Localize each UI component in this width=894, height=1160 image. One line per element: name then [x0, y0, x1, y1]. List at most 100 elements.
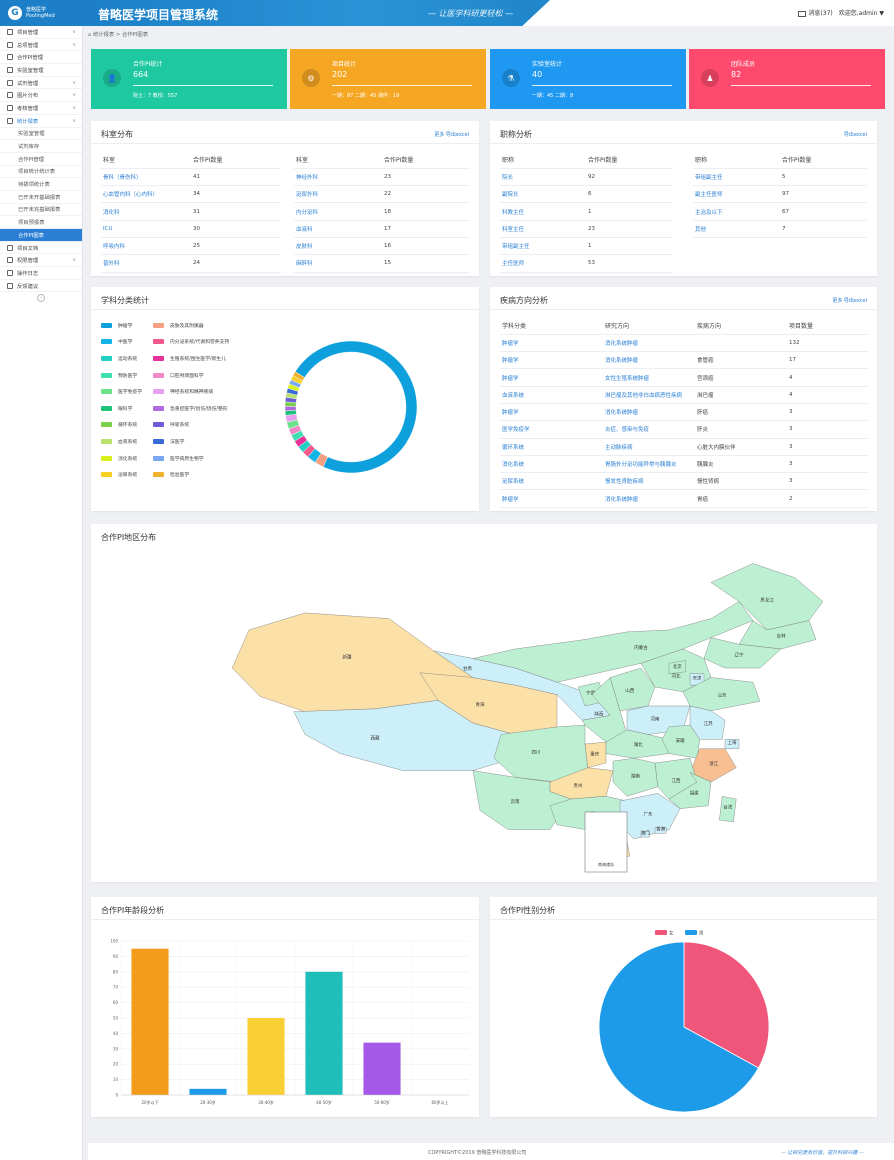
legend-item[interactable]: 肿瘤学	[101, 317, 161, 334]
disease-export-link[interactable]: 更多 导出excel	[832, 298, 867, 304]
legend-swatch[interactable]	[655, 930, 667, 935]
row-link[interactable]: 消化系统肿瘤	[603, 403, 696, 422]
row-link[interactable]: 主动脉疾病	[603, 438, 696, 456]
row-link[interactable]: 副主任医师	[693, 185, 780, 204]
row-link[interactable]: 循环系统	[500, 438, 604, 456]
bar[interactable]	[189, 1088, 227, 1095]
sidebar-subitem[interactable]: 试剂库存	[0, 140, 82, 153]
legend-item[interactable]: 预防医学	[101, 367, 161, 384]
row-link[interactable]: 泌尿外科	[294, 185, 382, 204]
row-link[interactable]: 院长	[500, 168, 586, 187]
province-shape[interactable]	[654, 827, 667, 834]
row-link[interactable]: 骨科（骨伤科）	[101, 168, 191, 187]
legend-item[interactable]: 眼科学	[101, 400, 161, 417]
row-link[interactable]: 医学免疫学	[500, 420, 604, 439]
row-link[interactable]: 麻醉科	[294, 254, 382, 273]
legend-item[interactable]: 皮肤及其附属器	[153, 317, 273, 334]
legend-item[interactable]: 中医学	[101, 334, 161, 351]
legend-item[interactable]: 消化系统	[101, 450, 161, 467]
row-link[interactable]: 消化系统	[500, 455, 604, 474]
row-link[interactable]: 消化系统肿瘤	[603, 334, 696, 353]
pie-slice[interactable]	[598, 941, 760, 1113]
province-shape[interactable]	[584, 741, 607, 769]
sidebar-item[interactable]: 试剂管理 ∨	[0, 77, 82, 90]
sidebar-item[interactable]: 操作日志	[0, 267, 82, 280]
legend-item[interactable]: 医学病原生物学	[153, 450, 273, 467]
row-link[interactable]: 科教主任	[500, 202, 586, 221]
row-link[interactable]: 主任医师	[500, 254, 586, 273]
title-export-link[interactable]: 导出excel	[843, 132, 867, 138]
legend-item[interactable]: 呼吸系统	[153, 417, 273, 434]
legend-item[interactable]: 内分泌系统/代谢和营养支持	[153, 334, 273, 351]
row-link[interactable]: 科室主任	[500, 220, 586, 238]
row-link[interactable]: 淋巴瘤及其他非白血病恶性疾病	[603, 386, 696, 404]
stat-card[interactable]: ⚙ 项目统计 202 一期：87 二期：45 课件：19	[290, 49, 486, 109]
province-shape[interactable]	[724, 739, 740, 749]
row-link[interactable]: 慢发性肾脏疾病	[603, 472, 696, 491]
breadcrumb[interactable]: ⌂ 统计报表 > 合作PI图表	[88, 32, 148, 38]
sidebar-subitem[interactable]: 项目预报表	[0, 216, 82, 229]
user-menu[interactable]: 欢迎您,admin ▼	[838, 10, 884, 17]
sidebar-subitem[interactable]: 待拨项统计表	[0, 178, 82, 191]
stat-card[interactable]: 👤 合作PI统计 664 院士：7 教授：557	[91, 49, 287, 109]
row-link[interactable]: 肿瘤学	[500, 334, 604, 353]
row-link[interactable]: 肿瘤学	[500, 403, 604, 422]
sidebar-collapse-button[interactable]: ‹	[0, 292, 82, 304]
row-link[interactable]: 带组副主任	[500, 237, 586, 256]
stat-card[interactable]: ♟ 团队成员 82	[689, 49, 885, 109]
bar[interactable]	[131, 948, 169, 1095]
row-link[interactable]: 心血管内科（心内科）	[101, 185, 191, 204]
row-link[interactable]: 消化系统肿瘤	[603, 351, 696, 370]
province-shape[interactable]	[719, 796, 737, 823]
sidebar-subitem[interactable]: 合作PI管理	[0, 153, 82, 166]
row-link[interactable]: 胃肠外分泌功能异常与胰腺炎	[603, 455, 696, 474]
province-shape[interactable]	[640, 831, 650, 838]
sidebar-item[interactable]: 考核管理 ∨	[0, 102, 82, 115]
bar[interactable]	[363, 1042, 401, 1095]
sidebar-item[interactable]: 统计报表 ∨	[0, 115, 82, 128]
legend-item[interactable]: 医学免疫学	[101, 383, 161, 400]
donut-slice[interactable]	[292, 371, 305, 382]
sidebar-item[interactable]: 项目管理 ∨	[0, 26, 82, 39]
messages-link[interactable]: 消息(37)	[798, 8, 833, 17]
donut-slice[interactable]	[294, 340, 418, 474]
sidebar-subitem[interactable]: 已开未完基础报表	[0, 204, 82, 217]
row-link[interactable]: 肿瘤学	[500, 489, 604, 508]
row-link[interactable]: 主治及以下	[693, 202, 780, 221]
province-shape[interactable]	[472, 601, 754, 683]
legend-item[interactable]: 检验医学	[153, 466, 273, 483]
row-link[interactable]: 消化系统肿瘤	[603, 489, 696, 508]
sidebar-item[interactable]: 合作PI管理	[0, 51, 82, 65]
row-link[interactable]: 肿瘤学	[500, 351, 604, 370]
row-link[interactable]: 炎症、感染与免疫	[603, 420, 696, 439]
sidebar-item[interactable]: 项目文档	[0, 242, 82, 255]
sidebar-subitem[interactable]: 实验室管理	[0, 128, 82, 141]
sidebar-item[interactable]: 实验室管理	[0, 64, 82, 77]
sidebar-item[interactable]: 图片分布 ∨	[0, 89, 82, 103]
row-link[interactable]: 其他	[693, 220, 780, 238]
sidebar-item[interactable]: 总项管理 ∨	[0, 39, 82, 52]
row-link[interactable]: 普外科	[101, 254, 191, 273]
bar[interactable]	[247, 1018, 285, 1095]
legend-item[interactable]: 口腔颅颌面科学	[153, 367, 273, 384]
row-link[interactable]: 泌尿系统	[500, 472, 604, 491]
row-link[interactable]: 女性生殖系统肿瘤	[603, 368, 696, 387]
province-shape[interactable]	[668, 660, 686, 674]
province-shape[interactable]	[609, 667, 656, 711]
legend-item[interactable]: 血液系统	[101, 433, 161, 450]
sidebar-subitem[interactable]: 已开未开基础报表	[0, 191, 82, 204]
row-link[interactable]: 副院长	[500, 185, 586, 204]
row-link[interactable]: 内分泌科	[294, 202, 382, 221]
legend-item[interactable]: 生殖系统/围生医学/新生儿	[153, 350, 273, 367]
row-link[interactable]: 皮肤科	[294, 237, 382, 256]
legend-item[interactable]: 运动系统	[101, 350, 161, 367]
stat-card[interactable]: ⚗ 实验室统计 40 一期：45 二期：8	[490, 49, 686, 109]
legend-item[interactable]: 法医学	[153, 433, 273, 450]
province-shape[interactable]	[689, 705, 726, 740]
legend-swatch[interactable]	[685, 930, 697, 935]
row-link[interactable]: 神经外科	[294, 168, 382, 187]
legend-item[interactable]: 神经系统和精神疾病	[153, 383, 273, 400]
sidebar-item[interactable]: 反馈建议	[0, 280, 82, 293]
row-link[interactable]: 血液系统	[500, 386, 604, 404]
province-shape[interactable]	[710, 563, 824, 631]
